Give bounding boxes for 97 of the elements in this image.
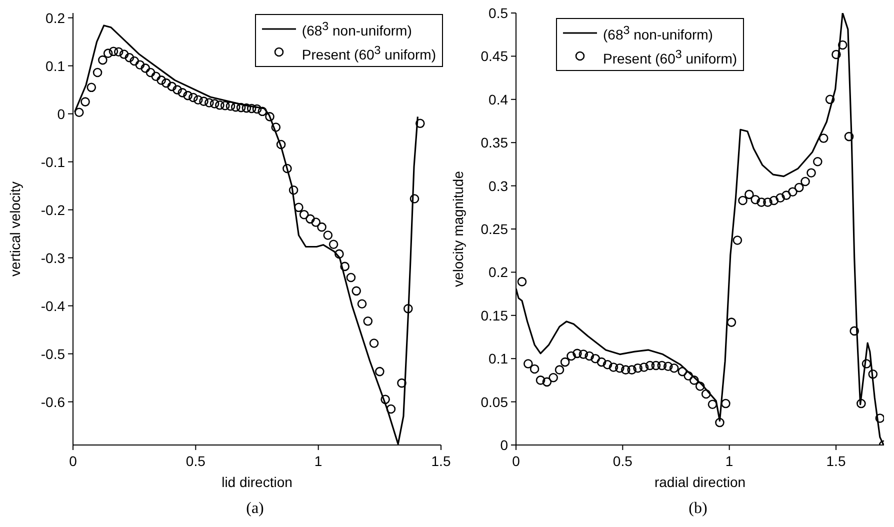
text: (b)	[688, 500, 708, 518]
x-tick-label: 1.5	[431, 452, 451, 469]
y-tick-label: 0.25	[480, 220, 508, 237]
point	[701, 389, 711, 399]
point	[615, 363, 624, 373]
point	[838, 40, 848, 50]
legend-label: (68$^{3}$ non-uniform)	[302, 19, 412, 41]
point	[776, 193, 785, 203]
x-tick-label: 1	[725, 452, 734, 469]
point	[726, 318, 736, 327]
point	[639, 362, 649, 372]
point	[633, 363, 642, 373]
x-tick-label: 0.5	[612, 452, 633, 469]
point	[832, 50, 841, 60]
y-tick-label: 0.15	[480, 307, 508, 324]
y-tick-label: 0.5	[488, 4, 508, 21]
point	[621, 365, 630, 374]
point	[645, 360, 655, 370]
y-tick-label: 0.3	[488, 178, 508, 194]
point	[548, 372, 558, 382]
legend-label: Present (60$^{3}$ uniform)	[302, 42, 436, 64]
y-tick-label: 0	[57, 106, 66, 122]
point	[782, 190, 791, 200]
point	[608, 362, 618, 372]
y-tick-label: -0.1	[40, 154, 66, 170]
y-tick-label: 0.45	[480, 48, 508, 64]
point	[530, 364, 540, 374]
legend-label: (68$^{3}$ non-uniform)	[603, 23, 713, 45]
y-tick-label: 0.2	[46, 10, 66, 26]
point	[708, 400, 718, 410]
y-tick-label: -0.5	[40, 346, 66, 362]
point	[657, 360, 667, 370]
y-axis-title: vertical velocity	[6, 182, 23, 276]
point	[596, 357, 606, 367]
x-axis-title: radial direction	[654, 474, 746, 490]
y-tick-label: -0.2	[40, 202, 66, 218]
point	[818, 134, 828, 143]
point	[856, 398, 866, 408]
y-tick-label: 0.05	[480, 394, 508, 410]
point	[584, 351, 594, 361]
y-tick-label: 0.35	[480, 134, 508, 151]
y-tick-label: 0	[500, 436, 508, 453]
point	[750, 194, 760, 204]
point	[627, 365, 636, 374]
point	[825, 94, 835, 104]
point	[689, 376, 699, 385]
x-tick-label: 1	[314, 452, 322, 469]
point	[566, 351, 576, 361]
point	[800, 176, 810, 186]
y-axis-title: velocity magnitude	[450, 170, 466, 287]
point	[850, 326, 859, 336]
point	[744, 190, 754, 200]
point	[738, 196, 748, 206]
point	[794, 182, 804, 192]
point	[756, 198, 766, 207]
legend-label: Present (60$^{3}$ uniform)	[603, 46, 738, 68]
text: (a)	[245, 500, 265, 518]
point	[875, 414, 884, 423]
point	[862, 359, 872, 368]
x-tick-label: 0.5	[186, 452, 206, 469]
point	[788, 187, 798, 196]
point	[524, 359, 533, 368]
y-tick-label: 0.1	[46, 58, 66, 74]
point	[602, 360, 612, 370]
point	[554, 365, 564, 374]
point	[678, 366, 688, 376]
point	[868, 370, 878, 379]
y-tick-label: 0.2	[488, 264, 508, 280]
point	[695, 382, 705, 391]
y-tick-label: -0.4	[40, 298, 66, 314]
point	[684, 371, 694, 381]
y-tick-label: 0.4	[488, 91, 508, 108]
point	[721, 398, 730, 408]
x-tick-label: 0	[512, 452, 520, 469]
point	[542, 377, 552, 387]
y-tick-label: 0.1	[488, 350, 508, 367]
point	[806, 168, 816, 178]
point	[572, 348, 582, 358]
point	[732, 236, 742, 245]
point	[769, 196, 779, 206]
y-tick-label: -0.6	[40, 394, 66, 410]
point	[763, 198, 772, 207]
point	[813, 156, 822, 166]
point	[669, 363, 679, 373]
point	[844, 132, 854, 142]
point	[560, 357, 570, 367]
y-tick-label: -0.3	[40, 250, 66, 266]
x-tick-label: 1.5	[826, 452, 846, 469]
point	[517, 277, 527, 286]
point	[663, 362, 673, 372]
point	[715, 418, 724, 428]
point	[651, 360, 661, 370]
point	[578, 350, 588, 359]
point	[590, 354, 600, 364]
point	[536, 376, 546, 385]
x-tick-label: 0	[69, 452, 78, 469]
x-axis-title: lid direction	[222, 474, 292, 490]
